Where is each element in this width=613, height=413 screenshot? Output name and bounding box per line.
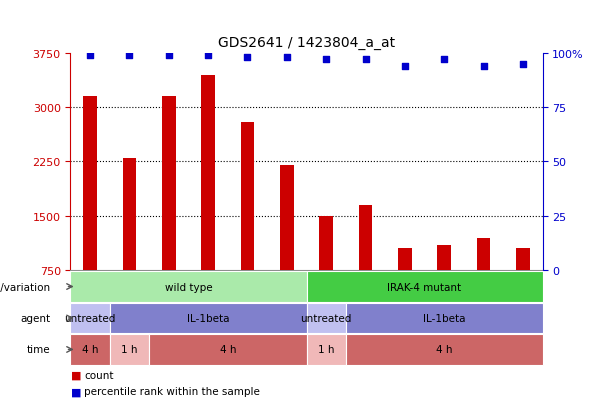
- Point: [164, 52, 173, 59]
- Text: untreated: untreated: [300, 313, 352, 323]
- Point: [321, 57, 331, 64]
- Text: agent: agent: [20, 313, 50, 323]
- Point: [518, 61, 528, 68]
- Text: ■: ■: [70, 370, 81, 380]
- Bar: [162, 97, 176, 271]
- Bar: [359, 206, 372, 271]
- Text: wild type: wild type: [165, 282, 212, 292]
- Text: IRAK-4 mutant: IRAK-4 mutant: [387, 282, 462, 292]
- Text: ■: ■: [70, 387, 81, 396]
- Text: count: count: [84, 370, 113, 380]
- Bar: [437, 245, 451, 271]
- Bar: [398, 249, 412, 271]
- Bar: [477, 238, 490, 271]
- Bar: [201, 76, 215, 271]
- Point: [85, 52, 95, 59]
- Point: [243, 55, 253, 62]
- Text: IL-1beta: IL-1beta: [423, 313, 465, 323]
- Point: [204, 52, 213, 59]
- Text: 4 h: 4 h: [436, 344, 452, 355]
- Bar: [241, 122, 254, 271]
- Text: 1 h: 1 h: [318, 344, 335, 355]
- Text: IL-1beta: IL-1beta: [187, 313, 229, 323]
- Bar: [123, 159, 136, 271]
- Text: time: time: [26, 344, 50, 355]
- Bar: [280, 166, 294, 271]
- Title: GDS2641 / 1423804_a_at: GDS2641 / 1423804_a_at: [218, 36, 395, 50]
- Point: [400, 64, 409, 70]
- Point: [282, 55, 292, 62]
- Text: genotype/variation: genotype/variation: [0, 282, 50, 292]
- Text: 1 h: 1 h: [121, 344, 138, 355]
- Bar: [319, 216, 333, 271]
- Point: [360, 57, 370, 64]
- Text: untreated: untreated: [64, 313, 116, 323]
- Text: 4 h: 4 h: [219, 344, 236, 355]
- Text: percentile rank within the sample: percentile rank within the sample: [84, 387, 260, 396]
- Point: [479, 64, 489, 70]
- Bar: [516, 249, 530, 271]
- Text: 4 h: 4 h: [82, 344, 99, 355]
- Point: [124, 52, 134, 59]
- Bar: [83, 97, 97, 271]
- Point: [440, 57, 449, 64]
